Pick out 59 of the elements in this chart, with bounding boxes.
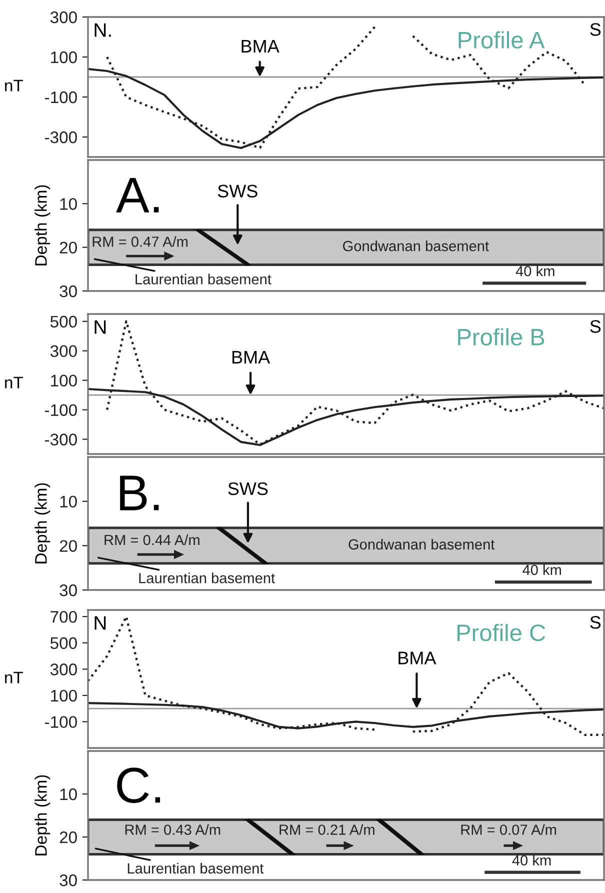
annotation: 40 km — [512, 854, 551, 866]
annotation: Gondwanan basement — [343, 240, 489, 252]
annotation: RM = 0.07 A/m — [461, 824, 556, 835]
y-tick-label: 10 — [60, 496, 77, 508]
annotation: Laurentian basement — [139, 572, 275, 584]
y-tick-label: -300 — [44, 434, 77, 446]
annotation: SWS — [228, 482, 268, 496]
y-tick-label: 30 — [60, 285, 77, 298]
y-tick-label: 700 — [50, 610, 77, 623]
y-tick-label: 300 — [50, 345, 77, 358]
y-axis-title: nT — [5, 672, 24, 684]
annotation: Laurentian basement — [136, 274, 272, 284]
y-tick-label: -100 — [44, 404, 77, 416]
y-tick-label: 30 — [60, 874, 77, 886]
y-tick-label: 100 — [51, 690, 77, 702]
y-tick-label: 500 — [50, 316, 77, 328]
y-axis-title: Depth (km) — [34, 185, 50, 266]
y-tick-label: 10 — [60, 788, 77, 800]
annotation: S — [590, 320, 601, 333]
annotation: BMA — [242, 40, 280, 52]
y-tick-label: -100 — [44, 716, 77, 728]
annotation: RM = 0.44 A/m — [104, 534, 200, 546]
annotation: Gondwanan basement — [348, 538, 495, 550]
y-tick-label: 30 — [60, 584, 77, 596]
y-tick-label: 100 — [51, 51, 77, 64]
y-axis-title: nT — [5, 80, 24, 92]
annotation: N. — [94, 23, 111, 37]
y-axis-title: nT — [5, 376, 24, 388]
annotation: BMA — [232, 351, 270, 364]
y-tick-label: 500 — [50, 637, 77, 650]
annotation: SWS — [218, 184, 258, 198]
annotation: N — [94, 320, 106, 334]
annotation: A. — [116, 178, 159, 212]
y-tick-label: 10 — [60, 198, 77, 210]
y-tick-label: 20 — [60, 540, 77, 552]
chart-title: Profile A — [458, 31, 545, 49]
annotation: B. — [120, 476, 159, 510]
annotation: N — [94, 616, 106, 630]
annotation: RM = 0.21 A/m — [280, 824, 374, 835]
chart-title: Profile C — [457, 624, 546, 642]
annotation: C. — [117, 768, 160, 804]
y-tick-label: 20 — [60, 831, 77, 844]
annotation: 40 km — [516, 266, 554, 276]
y-tick-label: -100 — [44, 91, 77, 104]
y-axis-title: Depth (km) — [34, 483, 50, 564]
annotation: S — [590, 23, 601, 36]
y-tick-label: -300 — [44, 131, 77, 144]
y-tick-label: 20 — [60, 242, 77, 254]
annotation: Laurentian basement — [128, 862, 264, 874]
annotation: BMA — [398, 652, 436, 664]
annotation: 40 km — [522, 564, 561, 576]
y-tick-label: 100 — [51, 374, 77, 387]
y-axis-title: Depth (km) — [34, 775, 50, 856]
y-tick-label: 300 — [50, 11, 77, 24]
annotation: RM = 0.47 A/m — [92, 236, 188, 247]
chart-title: Profile B — [458, 328, 544, 346]
annotation: RM = 0.43 A/m — [125, 824, 220, 835]
annotation: S — [590, 616, 601, 629]
y-tick-label: 300 — [50, 664, 77, 676]
